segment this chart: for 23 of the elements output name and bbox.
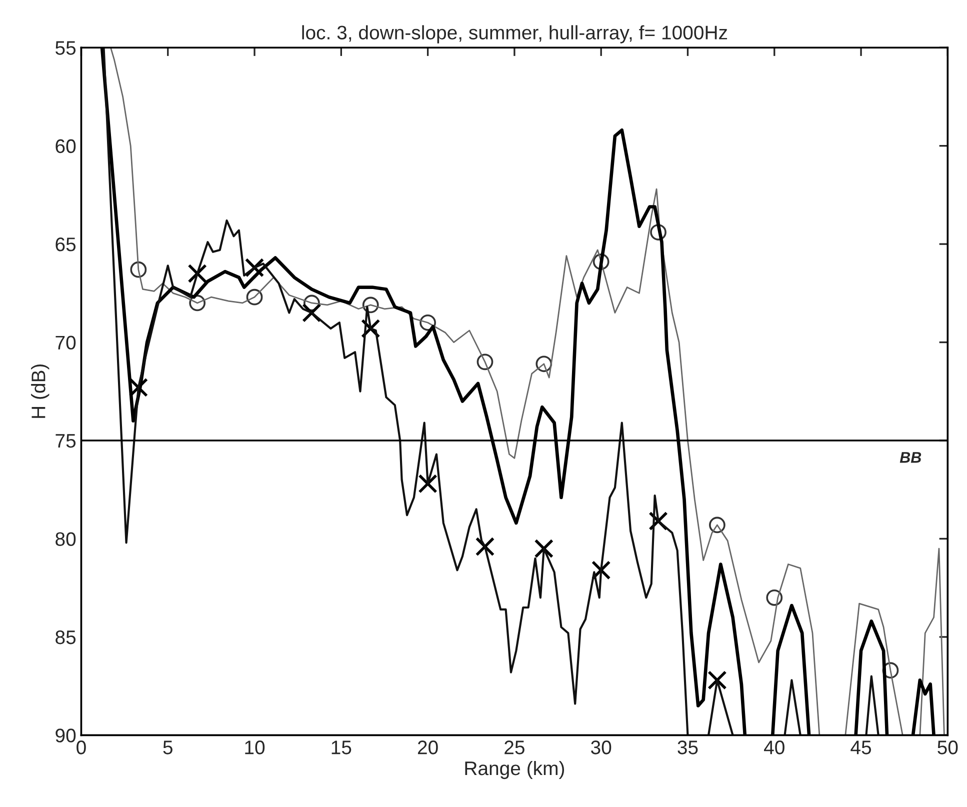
chart-title: loc. 3, down-slope, summer, hull-array, f= 1000Hz	[302, 25, 728, 44]
x-tick-label: 45	[850, 740, 872, 754]
x-tick-label: 5	[163, 740, 172, 754]
x-axis-title: Range (km)	[465, 760, 564, 780]
y-tick-label: 90	[56, 728, 76, 742]
y-tick-label: 55	[56, 41, 76, 55]
x-tick-label: 0	[76, 740, 86, 754]
y-tick-label: 80	[56, 532, 76, 546]
y-tick-label: 75	[56, 434, 76, 448]
x-tick-label: 30	[591, 740, 612, 754]
x-tick-label: 25	[504, 740, 524, 754]
y-axis-title: H (dB)	[31, 364, 50, 418]
y-tick-label: 65	[56, 238, 76, 252]
x-tick-label: 20	[418, 740, 438, 754]
x-tick-label: 40	[764, 740, 784, 754]
y-tick-label: 60	[56, 139, 76, 154]
y-tick-label: 85	[56, 630, 76, 644]
x-tick-label: 35	[678, 740, 698, 754]
y-tick-label: 70	[56, 336, 76, 350]
x-tick-label: 15	[332, 740, 352, 754]
ref-line-label: BB	[900, 452, 922, 463]
x-tick-label: 10	[245, 740, 265, 754]
x-tick-label: 50	[938, 740, 958, 754]
